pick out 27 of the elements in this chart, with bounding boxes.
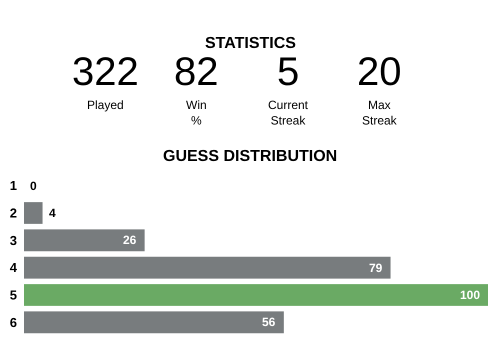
- y-tick-label: 2: [10, 206, 17, 221]
- data-label: 322: [72, 50, 139, 94]
- y-tick-label: 6: [10, 314, 17, 330]
- data-label: 5: [277, 50, 300, 94]
- data-label: 56: [262, 315, 276, 329]
- data-label: 26: [123, 233, 137, 247]
- category-label: Win %: [186, 98, 207, 128]
- data-label: 0: [30, 179, 37, 193]
- bar: [24, 229, 145, 252]
- data-label: 20: [357, 50, 402, 94]
- chart-title: GUESS DISTRIBUTION: [163, 148, 338, 165]
- data-label: 4: [49, 206, 56, 220]
- bar: [24, 284, 488, 306]
- y-tick-label: 4: [10, 260, 18, 276]
- bar: [24, 202, 43, 224]
- data-label: 100: [460, 288, 480, 302]
- category-label: Played: [87, 98, 124, 112]
- y-tick-label: 3: [10, 232, 17, 248]
- data-label: 79: [369, 261, 383, 275]
- category-label: Current Streak: [268, 98, 309, 128]
- y-tick-label: 1: [10, 178, 17, 194]
- category-label: Max Streak: [362, 98, 398, 128]
- text: STATISTICS: [205, 35, 296, 52]
- y-tick-label: 5: [10, 288, 17, 303]
- bar: [24, 311, 284, 334]
- bar: [24, 256, 391, 279]
- data-label: 82: [174, 50, 218, 94]
